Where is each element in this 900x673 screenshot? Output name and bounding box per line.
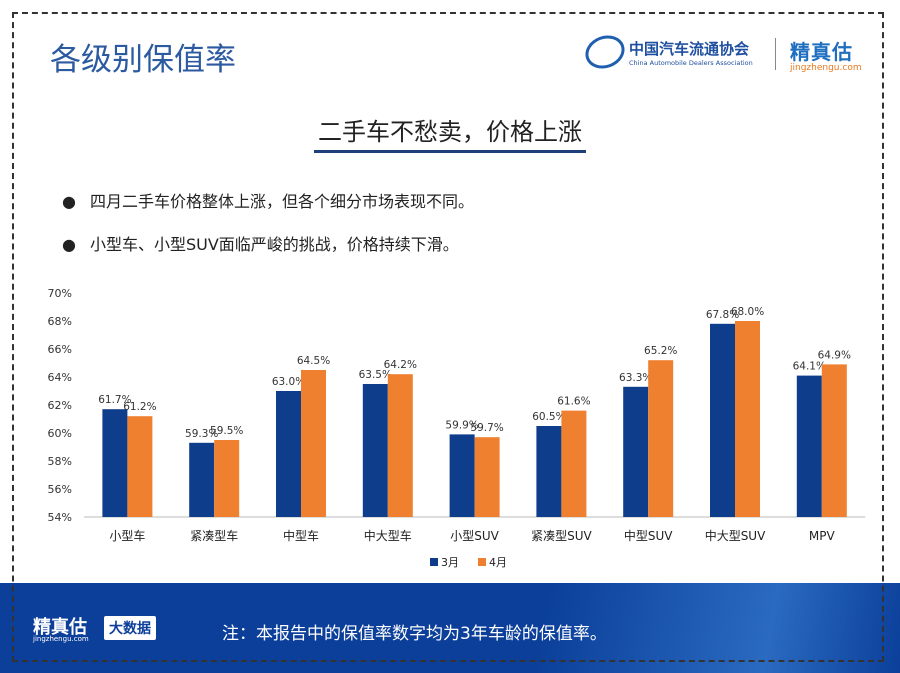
- data-label: 59.5%: [210, 425, 243, 437]
- legend-label: 3月: [441, 556, 459, 569]
- x-tick-label: 中大型SUV: [705, 528, 766, 543]
- data-label: 63.5%: [359, 369, 392, 381]
- cada-logo: 中国汽车流通协会 China Automobile Dealers Associ…: [580, 30, 753, 74]
- page-title: 各级别保值率: [50, 42, 236, 78]
- footer-brand-url: jingzhengu.com: [33, 635, 89, 643]
- footer-badge: 大数据: [104, 616, 156, 640]
- bar-3月: [796, 375, 822, 517]
- brand-name: 精真估: [790, 40, 853, 64]
- x-tick-label: MPV: [809, 529, 836, 543]
- y-tick-label: 66%: [48, 343, 72, 356]
- y-tick-label: 54%: [48, 511, 72, 524]
- footer: 精真估 jingzhengu.com 大数据 注：本报告中的保值率数字均为3年车…: [0, 583, 900, 673]
- bar-3月: [276, 391, 301, 517]
- legend-swatch: [478, 558, 486, 566]
- bullet-2: 小型车、小型SUV面临严峻的挑战，价格持续下滑。: [62, 231, 459, 255]
- data-label: 68.0%: [731, 306, 764, 318]
- bar-4月: [561, 410, 587, 517]
- data-label: 59.3%: [185, 428, 218, 440]
- y-tick-label: 70%: [48, 287, 72, 300]
- bar-3月: [102, 409, 128, 517]
- x-tick-label: 中型车: [283, 528, 319, 543]
- x-tick-label: 中型SUV: [624, 528, 673, 543]
- data-label: 61.2%: [123, 401, 156, 413]
- data-label: 64.1%: [793, 361, 826, 373]
- y-tick-label: 64%: [48, 371, 72, 384]
- bar-3月: [362, 384, 388, 517]
- x-tick-label: 小型车: [109, 528, 145, 543]
- association-name: 中国汽车流通协会: [629, 39, 750, 58]
- subtitle: 二手车不愁卖，价格上涨: [0, 112, 900, 153]
- y-tick-label: 58%: [48, 455, 72, 468]
- y-tick-label: 56%: [48, 483, 72, 496]
- bar-4月: [214, 440, 240, 517]
- bar-3月: [189, 442, 215, 517]
- legend-label: 4月: [489, 556, 507, 569]
- bar-3月: [623, 386, 649, 517]
- data-label: 59.9%: [445, 419, 478, 431]
- y-tick-label: 68%: [48, 315, 72, 328]
- bar-4月: [387, 374, 413, 517]
- legend-swatch: [430, 558, 438, 566]
- x-tick-label: 小型SUV: [450, 529, 499, 543]
- footer-note: 注：本报告中的保值率数字均为3年车龄的保值率。: [222, 624, 607, 644]
- data-label: 63.3%: [619, 372, 652, 384]
- association-name-en: China Automobile Dealers Association: [629, 58, 753, 67]
- data-label: 60.5%: [532, 411, 565, 423]
- brand-logo: 精真估 jingzhengu.com: [790, 36, 862, 73]
- bar-4月: [735, 321, 760, 517]
- brand-url: jingzhengu.com: [790, 63, 862, 73]
- data-label: 64.9%: [818, 349, 851, 361]
- data-label: 61.6%: [557, 396, 590, 408]
- y-tick-label: 62%: [48, 399, 72, 412]
- bar-4月: [127, 416, 153, 517]
- bar-4月: [821, 364, 847, 517]
- data-label: 59.7%: [470, 422, 503, 434]
- data-label: 63.0%: [272, 376, 305, 388]
- footer-brand: 精真估: [33, 617, 87, 638]
- x-tick-label: 中大型车: [364, 528, 412, 543]
- data-label: 67.8%: [706, 309, 739, 321]
- y-tick-label: 60%: [48, 427, 72, 440]
- data-label: 64.5%: [297, 355, 330, 367]
- bar-4月: [648, 360, 674, 517]
- x-tick-label: 紧凑型SUV: [531, 529, 592, 543]
- subtitle-text: 二手车不愁卖，价格上涨: [314, 118, 586, 153]
- bar-3月: [536, 426, 562, 517]
- data-label: 64.2%: [384, 359, 417, 371]
- bar-3月: [449, 434, 475, 517]
- bar-3月: [710, 323, 735, 517]
- data-label: 65.2%: [644, 345, 677, 357]
- bullet-1: 四月二手车价格整体上涨，但各个细分市场表现不同。: [62, 188, 474, 212]
- data-label: 61.7%: [98, 394, 131, 406]
- x-tick-label: 紧凑型车: [190, 528, 238, 543]
- divider: [775, 38, 776, 70]
- bar-4月: [301, 370, 326, 517]
- bar-4月: [474, 437, 500, 517]
